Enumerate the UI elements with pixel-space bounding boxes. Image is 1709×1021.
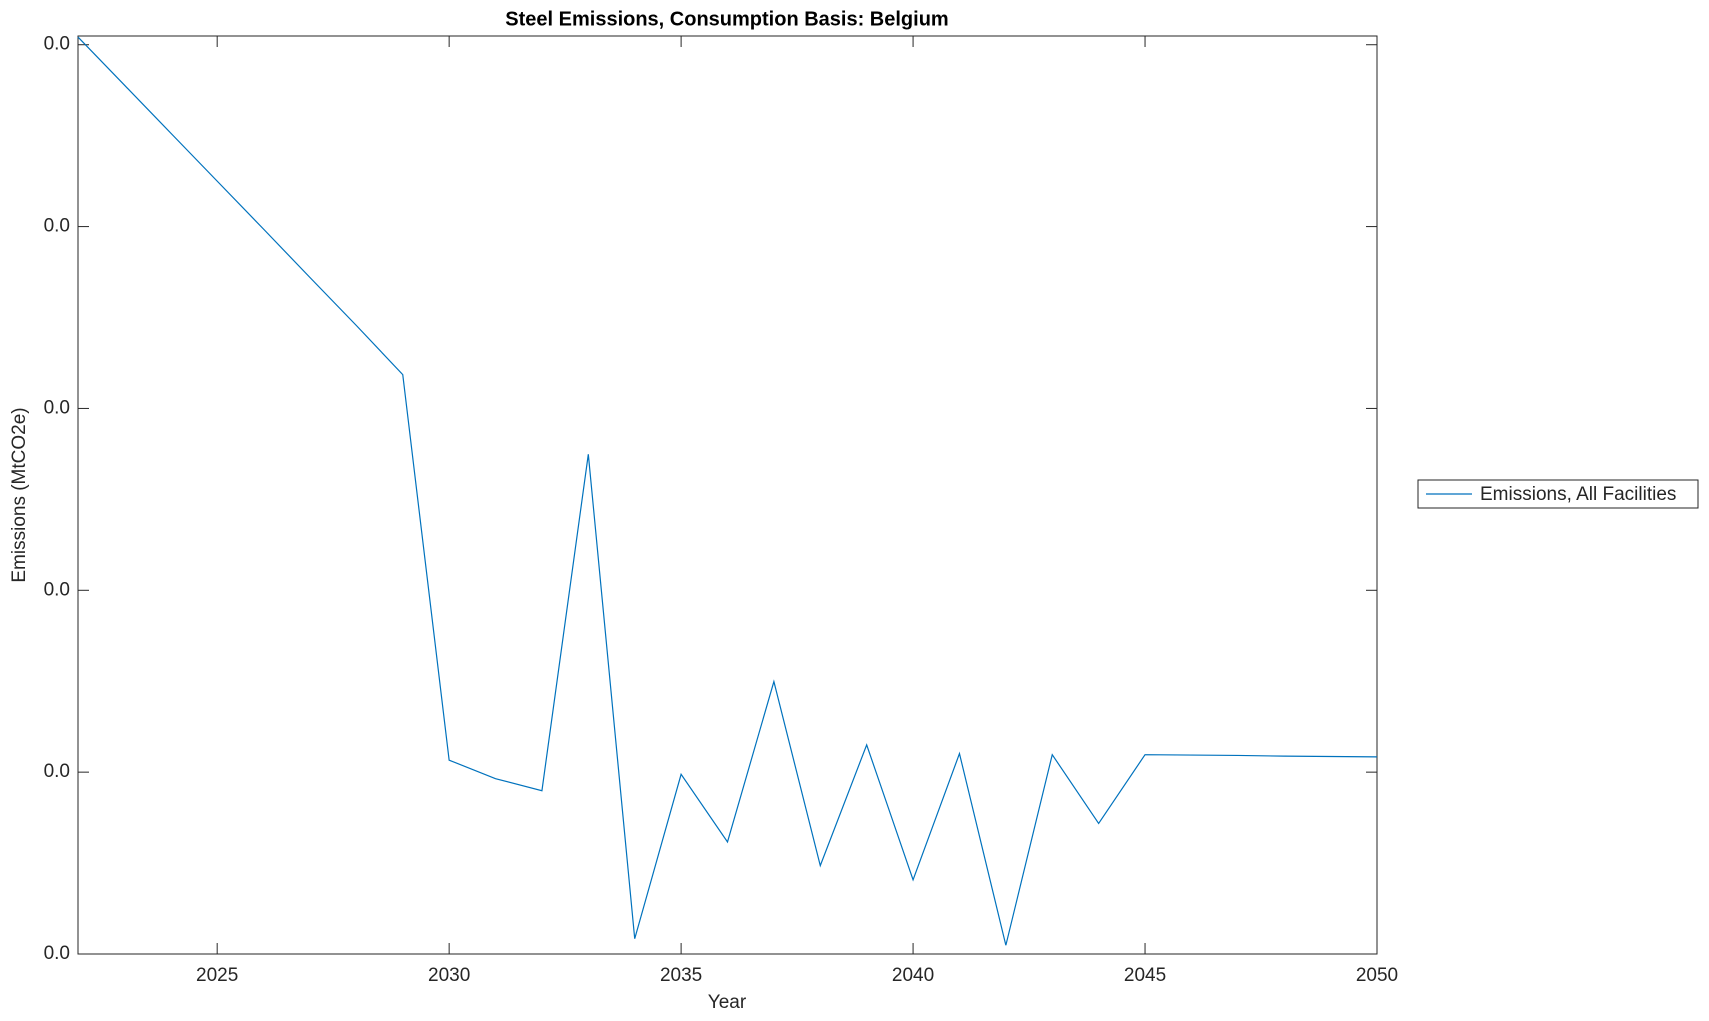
x-tick-label: 2040 [892,965,934,986]
x-tick-label: 2050 [1356,965,1398,986]
y-tick-label: 0.0 [44,34,70,55]
x-tick-label: 2035 [660,965,702,986]
y-tick-label: 0.0 [44,397,70,418]
x-axis-label: Year [708,992,747,1013]
y-tick-label: 0.0 [44,579,70,600]
x-tick-label: 2025 [196,965,238,986]
y-tick-label: 0.0 [44,216,70,237]
y-tick-label: 0.0 [44,943,70,964]
y-tick-label: 0.0 [44,761,70,782]
plot-frame [77,35,1378,955]
chart-title: Steel Emissions, Consumption Basis: Belg… [505,8,948,30]
x-tick-label: 2045 [1124,965,1166,986]
x-tick-label: 2030 [428,965,470,986]
legend-label: Emissions, All Facilities [1480,484,1676,505]
y-axis-label: Emissions (MtCO2e) [9,407,30,582]
data-line [77,36,1378,946]
